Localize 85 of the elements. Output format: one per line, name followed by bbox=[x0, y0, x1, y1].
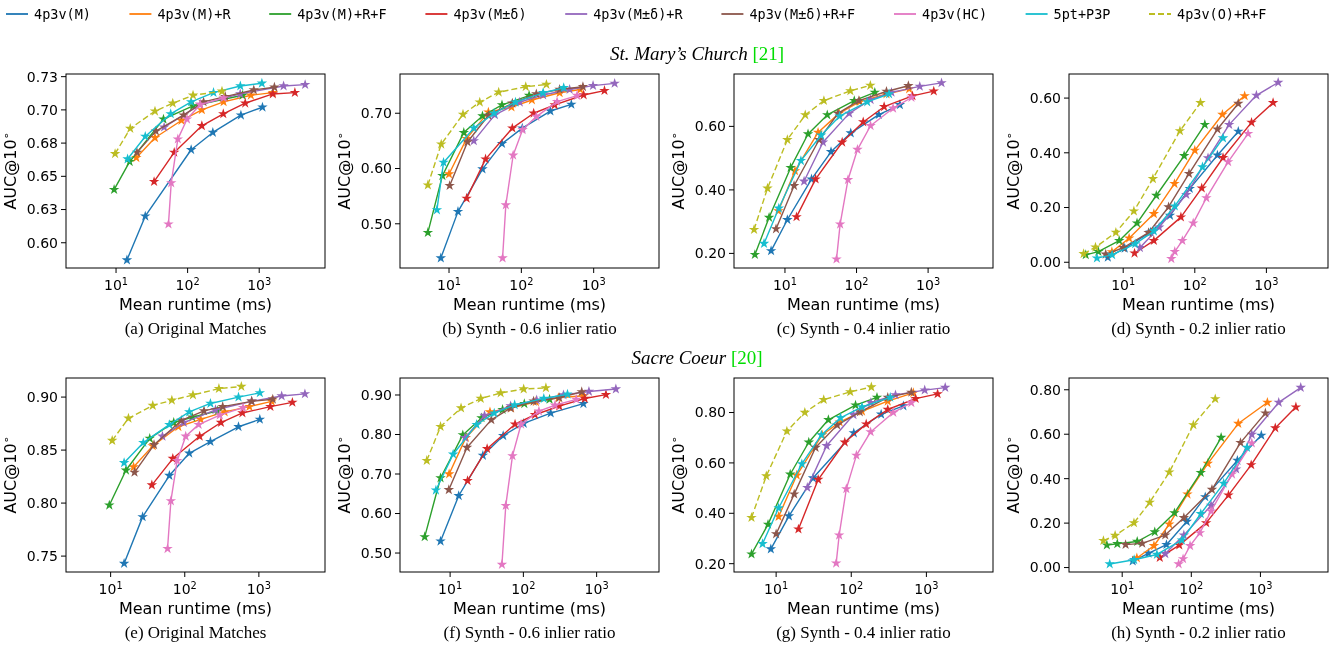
x-tick-label: 10$^{2}$ bbox=[175, 275, 200, 293]
legend-label: 4p3v(M) bbox=[34, 5, 91, 22]
x-axis-title: Mean runtime (ms) bbox=[452, 295, 607, 314]
y-tick-label: 0.75 bbox=[26, 548, 58, 564]
text: (f) Synth - 0.6 inlier ratio bbox=[443, 623, 616, 642]
legend-label: 4p3v(M±δ)+R bbox=[593, 5, 684, 22]
y-tick-label: 0.80 bbox=[1029, 381, 1061, 398]
legend-label: 4p3v(M±δ) bbox=[453, 5, 527, 22]
y-tick-label: 0.65 bbox=[26, 168, 58, 185]
x-axis-title: Mean runtime (ms) bbox=[786, 295, 941, 314]
x-tick-label: 10$^{2}$ bbox=[839, 579, 864, 597]
x-tick-label: 10$^{3}$ bbox=[581, 275, 606, 293]
y-tick-label: 0.50 bbox=[360, 215, 392, 232]
y-tick-label: 0.73 bbox=[26, 68, 58, 85]
x-tick-label: 10$^{3}$ bbox=[584, 579, 609, 597]
y-tick-label: 0.20 bbox=[1029, 515, 1061, 532]
y-tick-label: 0.90 bbox=[26, 388, 58, 405]
y-tick-label: 0.20 bbox=[694, 555, 726, 572]
text: (e) Original Matches bbox=[124, 623, 267, 642]
legend-label: 4p3v(HC) bbox=[922, 5, 988, 22]
text: (c) Synth - 0.4 inlier ratio bbox=[776, 319, 951, 338]
x-axis-title: Mean runtime (ms) bbox=[118, 599, 273, 618]
y-tick-label: 0.40 bbox=[694, 181, 726, 198]
y-tick-label: 0.80 bbox=[26, 494, 58, 511]
x-axis-title: Mean runtime (ms) bbox=[1121, 295, 1276, 314]
text: (a) Original Matches bbox=[124, 319, 267, 338]
y-tick-label: 0.90 bbox=[360, 386, 392, 403]
y-tick-label: 0.60 bbox=[1029, 426, 1061, 443]
y-tick-label: 0.70 bbox=[26, 101, 58, 118]
x-tick-label: 10$^{1}$ bbox=[1110, 579, 1135, 597]
y-tick-label: 0.40 bbox=[1029, 144, 1061, 161]
y-tick-label: 0.60 bbox=[694, 118, 726, 135]
y-tick-label: 0.70 bbox=[360, 105, 392, 122]
x-tick-label: 10$^{2}$ bbox=[844, 275, 869, 293]
text: (d) Synth - 0.2 inlier ratio bbox=[1111, 319, 1286, 338]
text: (h) Synth - 0.2 inlier ratio bbox=[1111, 623, 1286, 642]
x-tick-label: 10$^{2}$ bbox=[1179, 579, 1204, 597]
text: (b) Synth - 0.6 inlier ratio bbox=[442, 319, 617, 338]
x-tick-label: 10$^{3}$ bbox=[914, 579, 939, 597]
chart-subtitle: St. Mary’s Church [21] bbox=[609, 43, 785, 64]
x-tick-label: 10$^{1}$ bbox=[772, 275, 797, 293]
chart-subtitle: Sacre Coeur [20] bbox=[631, 347, 763, 368]
y-tick-label: 0.50 bbox=[360, 544, 392, 561]
legend-label: 4p3v(M±δ)+R+F bbox=[749, 5, 856, 22]
text: (g) Synth - 0.4 inlier ratio bbox=[776, 623, 951, 642]
x-tick-label: 10$^{1}$ bbox=[1111, 275, 1136, 293]
y-tick-label: 0.40 bbox=[1029, 470, 1061, 487]
legend-label: 4p3v(O)+R+F bbox=[1177, 5, 1267, 22]
y-tick-label: 0.60 bbox=[360, 160, 392, 177]
y-tick-label: 0.20 bbox=[694, 245, 726, 262]
y-tick-label: 0.20 bbox=[1029, 199, 1061, 216]
y-tick-label: 0.80 bbox=[360, 426, 392, 443]
y-tick-label: 0.00 bbox=[1029, 254, 1061, 271]
legend-label: 4p3v(M)+R bbox=[157, 5, 232, 22]
x-tick-label: 10$^{3}$ bbox=[1254, 275, 1279, 293]
x-tick-label: 10$^{1}$ bbox=[98, 579, 123, 597]
x-tick-label: 10$^{1}$ bbox=[436, 275, 462, 293]
legend-label: 4p3v(M)+R+F bbox=[297, 5, 387, 22]
y-tick-label: 0.60 bbox=[1029, 89, 1061, 106]
x-axis-title: Mean runtime (ms) bbox=[786, 599, 941, 618]
x-tick-label: 10$^{3}$ bbox=[916, 275, 941, 293]
y-tick-label: 0.60 bbox=[26, 234, 58, 251]
y-tick-label: 0.85 bbox=[26, 441, 58, 458]
x-tick-label: 10$^{3}$ bbox=[247, 275, 272, 293]
y-tick-label: 0.00 bbox=[1029, 559, 1061, 576]
y-tick-label: 0.68 bbox=[26, 135, 58, 151]
x-tick-label: 10$^{2}$ bbox=[1182, 275, 1207, 293]
x-tick-label: 10$^{3}$ bbox=[1248, 579, 1273, 597]
y-tick-label: 0.60 bbox=[360, 505, 392, 522]
y-tick-label: 0.60 bbox=[694, 454, 726, 471]
legend-label: 5pt+P3P bbox=[1053, 5, 1111, 22]
x-tick-label: 10$^{2}$ bbox=[172, 579, 197, 597]
x-axis-title: Mean runtime (ms) bbox=[118, 295, 273, 314]
y-tick-label: 0.80 bbox=[694, 404, 726, 421]
y-tick-label: 0.70 bbox=[360, 465, 392, 482]
x-tick-label: 10$^{2}$ bbox=[511, 579, 536, 597]
x-tick-label: 10$^{1}$ bbox=[104, 275, 129, 293]
x-tick-label: 10$^{2}$ bbox=[509, 275, 534, 293]
x-tick-label: 10$^{1}$ bbox=[764, 579, 789, 597]
x-tick-label: 10$^{1}$ bbox=[438, 579, 463, 597]
y-tick-label: 0.63 bbox=[26, 201, 58, 218]
x-axis-title: Mean runtime (ms) bbox=[452, 599, 607, 618]
x-tick-label: 10$^{3}$ bbox=[246, 579, 271, 597]
x-axis-title: Mean runtime (ms) bbox=[1121, 599, 1276, 618]
y-tick-label: 0.40 bbox=[694, 505, 726, 522]
